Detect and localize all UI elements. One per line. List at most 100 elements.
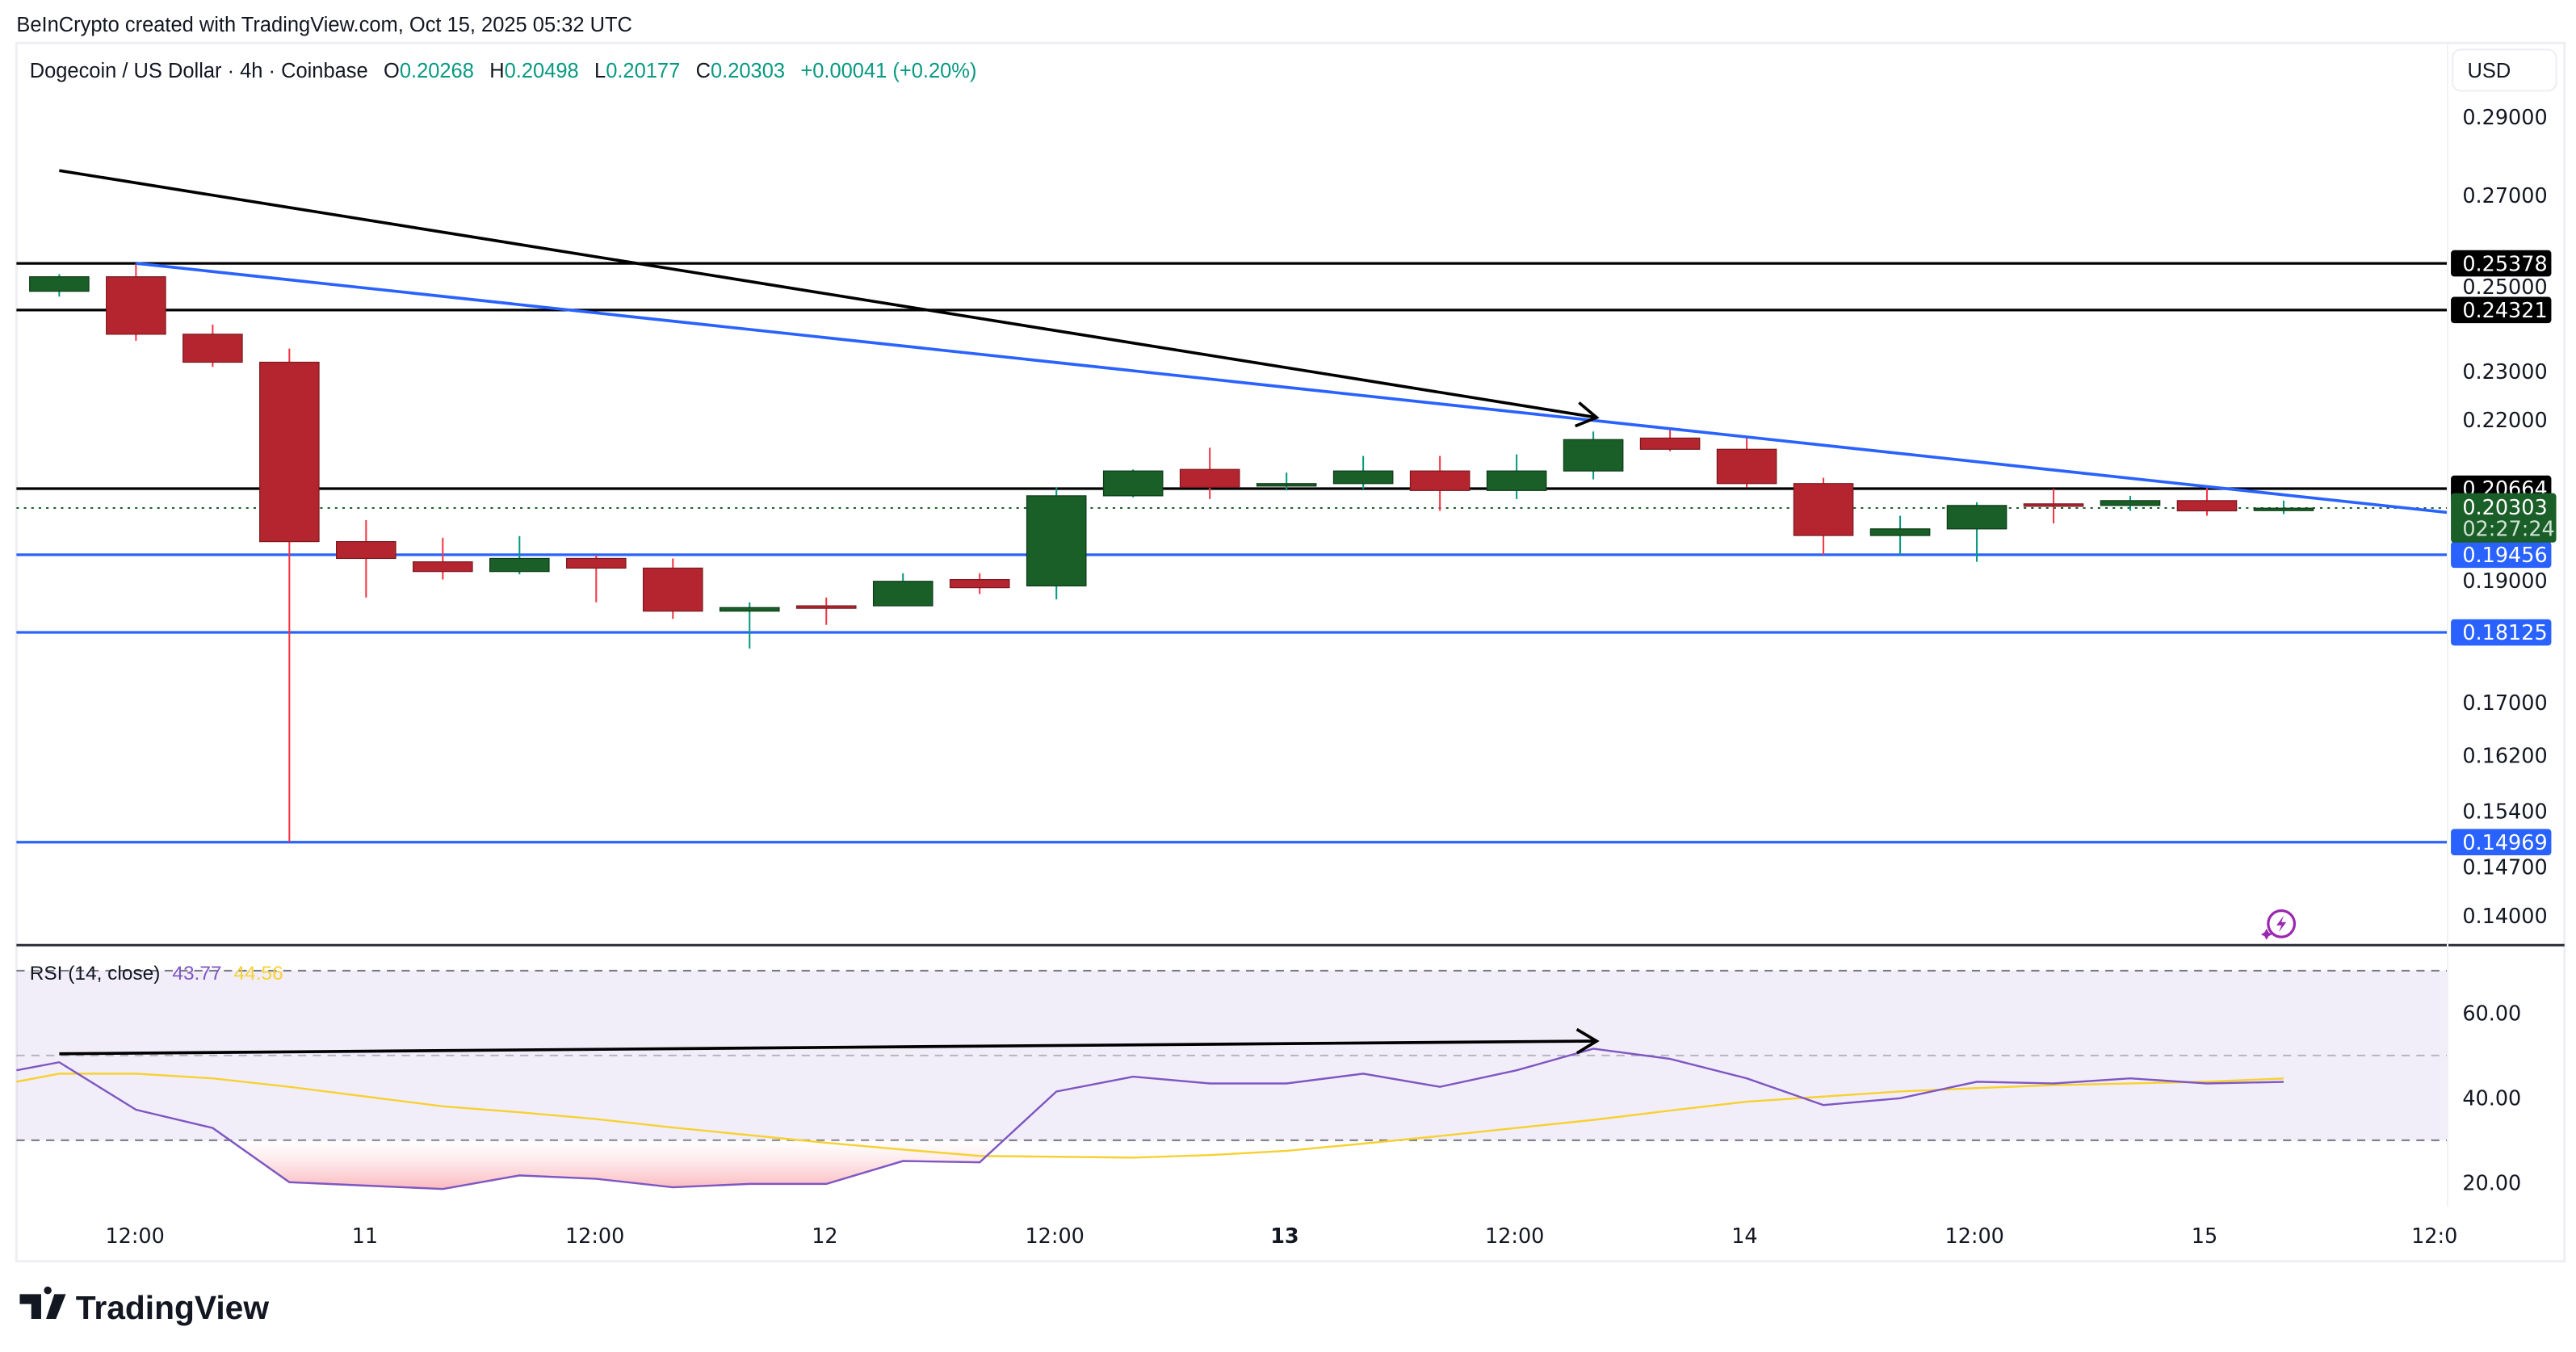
time-axis[interactable]: 12:00 11 12:00 12 12:00 13 12:00 14 12:00 15 12:0 bbox=[105, 1224, 2457, 1249]
rsi-tick-label: 40.00 bbox=[2462, 1086, 2521, 1111]
candle bbox=[106, 262, 166, 341]
candle-body bbox=[1563, 439, 1624, 472]
last-price-label: 0.20303 bbox=[2462, 496, 2547, 520]
svg-text:TradingView: TradingView bbox=[76, 1289, 270, 1326]
candle bbox=[1946, 502, 2008, 562]
candle-body bbox=[2176, 500, 2238, 512]
candle bbox=[2253, 500, 2314, 514]
price-level-tag: 0.14969 bbox=[2451, 829, 2552, 856]
candle bbox=[1563, 431, 1624, 480]
time-tick-label: 11 bbox=[352, 1224, 378, 1249]
candle-body bbox=[872, 581, 933, 607]
price-tick-label: 0.29000 bbox=[2462, 106, 2547, 130]
candle bbox=[1179, 447, 1240, 499]
price-tick-label: 0.23000 bbox=[2462, 360, 2547, 384]
candle bbox=[1486, 454, 1547, 499]
price-arrow-head bbox=[1575, 401, 1600, 428]
candle-body bbox=[1793, 483, 1854, 536]
candle bbox=[1102, 469, 1164, 498]
candle bbox=[719, 602, 780, 649]
rsi-line bbox=[16, 1048, 2284, 1190]
price-arrow bbox=[59, 169, 1597, 419]
candle bbox=[565, 555, 627, 603]
trendline bbox=[136, 262, 2448, 514]
candle bbox=[2176, 487, 2238, 516]
price-level-tag: 0.24321 bbox=[2451, 296, 2552, 324]
time-tick-label: 14 bbox=[1731, 1224, 1757, 1249]
candle bbox=[1869, 515, 1931, 556]
tag-bg bbox=[2451, 541, 2552, 569]
tag-label: 0.25378 bbox=[2462, 252, 2547, 276]
price-tick-label: 0.22000 bbox=[2462, 409, 2547, 433]
candle-body bbox=[29, 276, 90, 292]
tag-bg bbox=[2451, 250, 2552, 277]
tag-label: 0.14969 bbox=[2462, 831, 2547, 855]
tradingview-logo[interactable]: TradingView bbox=[19, 1287, 269, 1326]
time-tick-label: 12:0 bbox=[2411, 1224, 2457, 1249]
candle-body bbox=[1869, 528, 1931, 536]
candle bbox=[489, 535, 550, 575]
candle-body bbox=[1946, 505, 2008, 530]
rsi-ma-line bbox=[16, 1073, 2284, 1159]
time-tick-label: 15 bbox=[2192, 1224, 2217, 1249]
tag-bg bbox=[2451, 829, 2552, 856]
tradingview-logo-icon bbox=[19, 1287, 66, 1319]
candle-body bbox=[1256, 483, 1317, 487]
candle-body bbox=[183, 334, 243, 363]
candle bbox=[642, 558, 703, 619]
candle bbox=[336, 519, 396, 598]
price-tick-label: 0.25000 bbox=[2462, 275, 2547, 300]
candle bbox=[949, 573, 1010, 594]
candle bbox=[1026, 487, 1087, 600]
time-tick-label: 12:00 bbox=[1025, 1224, 1084, 1249]
countdown-label: 02:27:24 bbox=[2462, 518, 2554, 542]
time-tick-label: 12:00 bbox=[1485, 1224, 1544, 1249]
price-tick-label: 0.14000 bbox=[2462, 905, 2547, 929]
tag-label: 0.18125 bbox=[2462, 621, 2547, 645]
currency-button[interactable]: USD bbox=[2452, 48, 2557, 92]
candle-body bbox=[336, 540, 396, 560]
candle-body bbox=[2253, 507, 2314, 511]
candle bbox=[2023, 489, 2084, 524]
candle-body bbox=[489, 557, 550, 573]
candle-body bbox=[106, 276, 166, 335]
candle bbox=[872, 573, 933, 607]
candle bbox=[795, 597, 857, 625]
symbol-title[interactable]: Dogecoin / US Dollar · 4h · Coinbase bbox=[30, 60, 368, 82]
lightning-icon[interactable] bbox=[2260, 909, 2297, 940]
candle-body bbox=[413, 561, 473, 573]
svg-text:USD: USD bbox=[2467, 60, 2511, 82]
candle-body bbox=[1716, 448, 1777, 485]
rsi-legend: RSI (14, close) 43.77 44.56 bbox=[30, 963, 283, 985]
candle bbox=[1256, 472, 1317, 491]
time-tick-label: 12 bbox=[812, 1224, 837, 1249]
price-tick-label: 0.15400 bbox=[2462, 800, 2547, 824]
candle-body bbox=[795, 605, 857, 609]
rsi-tick-label: 60.00 bbox=[2462, 1002, 2521, 1027]
candle bbox=[2100, 495, 2161, 511]
candle bbox=[1793, 477, 1854, 556]
candle bbox=[1409, 456, 1471, 511]
rsi-tick-label: 20.00 bbox=[2462, 1171, 2521, 1195]
time-tick-label: 12:00 bbox=[105, 1224, 164, 1249]
candle bbox=[1716, 438, 1777, 488]
candle bbox=[29, 274, 90, 297]
price-tick-label: 0.14700 bbox=[2462, 855, 2547, 880]
candle-body bbox=[1332, 470, 1394, 485]
candle-body bbox=[2100, 500, 2161, 506]
candle bbox=[183, 324, 243, 367]
candle-body bbox=[2023, 503, 2084, 507]
price-level-tag: 0.19456 bbox=[2451, 541, 2552, 569]
candle-body bbox=[642, 567, 703, 612]
tag-label: 0.24321 bbox=[2462, 299, 2547, 323]
chart-frame bbox=[15, 41, 2566, 1263]
tag-bg bbox=[2451, 619, 2552, 646]
rsi-oversold-fill bbox=[229, 1140, 1004, 1190]
price-level-tag: 0.18125 bbox=[2451, 619, 2552, 646]
candle-body bbox=[1486, 470, 1547, 491]
candle bbox=[1639, 429, 1701, 451]
price-axis[interactable]: 0.29000 0.27000 0.25000 0.23000 0.22000 0.190… bbox=[2462, 106, 2547, 1195]
price-tick-label: 0.27000 bbox=[2462, 184, 2547, 208]
